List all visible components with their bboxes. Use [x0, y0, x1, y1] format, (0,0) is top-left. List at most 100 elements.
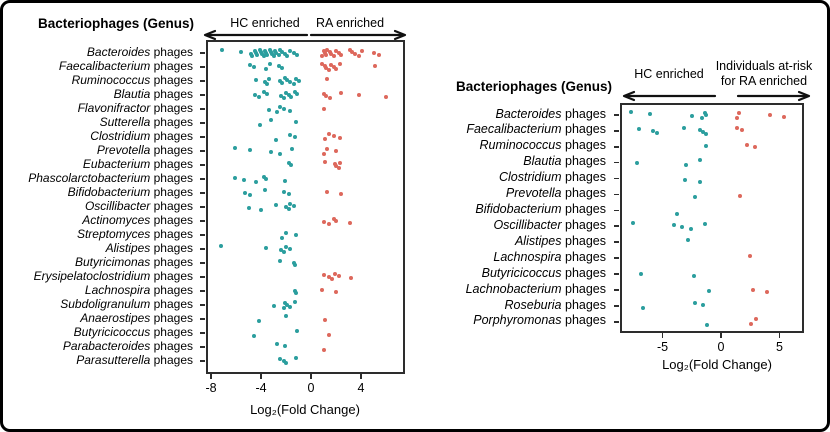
data-point-hc [265, 92, 270, 96]
data-point-hc [282, 76, 287, 80]
data-point-hc [697, 127, 702, 132]
y-axis-label: Parasutterella phages [76, 353, 193, 367]
hc-enriched-arrowhead-icon [203, 29, 217, 41]
y-axis-tick [200, 262, 205, 264]
data-point-ra [735, 116, 740, 120]
genus-name: Clostridium [90, 129, 151, 143]
genus-name: Prevotella [505, 186, 562, 201]
data-point-hc [285, 54, 290, 58]
data-point-ra [332, 272, 337, 276]
y-axis-tick [614, 129, 619, 132]
data-point-hc [654, 130, 659, 135]
data-point-hc [628, 110, 633, 114]
y-axis-label: Sutterella phages [99, 115, 193, 129]
y-axis-label: Clostridium phages [499, 170, 606, 185]
data-point-hc [686, 238, 691, 243]
data-point-hc [271, 304, 276, 308]
genus-name: Butyricimonas [74, 255, 151, 269]
data-point-hc [703, 113, 708, 117]
data-point-ra [347, 221, 352, 225]
data-point-hc [250, 54, 255, 58]
right-direction-arrows [622, 90, 811, 102]
data-point-ra [324, 53, 328, 57]
hc-enriched-arrowhead-icon [622, 90, 636, 102]
data-point-ra [337, 62, 342, 66]
data-point-hc [281, 190, 286, 194]
data-point-hc [281, 250, 286, 254]
data-point-hc [279, 94, 283, 98]
y-axis-tick [614, 225, 619, 228]
data-point-hc [651, 128, 656, 133]
data-point-ra [321, 220, 326, 224]
data-point-ra [740, 127, 745, 132]
left-x-axis-title: Log₂(Fold Change) [250, 402, 360, 417]
data-point-hc [287, 80, 292, 84]
data-point-hc [287, 49, 292, 53]
data-point-hc [232, 176, 237, 180]
data-point-hc [219, 244, 223, 248]
data-point-ra [350, 50, 355, 54]
right-x-axis-title: Log₂(Fold Change) [662, 357, 772, 372]
data-point-hc [285, 303, 290, 307]
genus-name: Oscillibacter [84, 199, 151, 213]
genus-name: Roseburia [504, 297, 562, 312]
right-panel-title: Bacteriophages (Genus) [455, 79, 612, 94]
data-point-hc [274, 138, 278, 142]
data-point-ra [744, 142, 749, 147]
y-axis-label: Lachnospira phages [84, 283, 193, 297]
y-axis-tick [200, 66, 205, 68]
data-point-hc [295, 92, 300, 96]
y-axis-label: Faecalibacterium phages [466, 122, 606, 137]
data-point-ra [327, 96, 332, 100]
data-point-hc [281, 107, 286, 111]
data-point-hc [247, 148, 252, 152]
genus-name: Parasutterella [76, 353, 151, 367]
data-point-ra [329, 63, 333, 67]
data-point-hc [295, 329, 300, 333]
data-point-hc [291, 82, 296, 86]
y-axis-tick [200, 346, 205, 348]
x-axis-tick-label: -4 [255, 381, 267, 395]
data-point-ra [321, 273, 326, 277]
genus-name: Subdoligranulum [60, 297, 151, 311]
data-point-hc [280, 66, 285, 70]
data-point-ra [334, 49, 338, 53]
data-point-ra [326, 333, 331, 337]
x-axis-tick-label: 4 [357, 381, 365, 395]
data-point-hc [286, 192, 291, 196]
data-point-hc [261, 90, 266, 94]
y-axis-label: Blautia phages [113, 87, 193, 101]
y-axis-label: Prevotella phages [96, 143, 193, 157]
data-point-hc [280, 50, 285, 54]
x-axis-tick [778, 333, 781, 338]
y-axis-label: Porphyromonas phages [473, 313, 606, 328]
ra-enriched-arrowhead-icon [393, 29, 407, 41]
data-point-hc [697, 179, 702, 184]
genus-name: Faecalibacterium [466, 122, 562, 137]
genus-name: Faecalibacterium [58, 59, 151, 73]
data-point-hc [256, 319, 261, 323]
y-axis-tick [200, 220, 205, 222]
y-axis-label: Butyricicoccus phages [73, 325, 193, 339]
data-point-hc [284, 314, 288, 318]
genus-name: Bifidobacterium [475, 202, 562, 217]
data-point-ra [331, 217, 336, 221]
data-point-hc [700, 116, 705, 120]
data-point-hc [277, 357, 282, 361]
data-point-hc [292, 263, 297, 267]
data-point-ra [376, 53, 381, 57]
data-point-hc [254, 78, 258, 82]
data-point-hc [274, 51, 278, 55]
data-point-hc [271, 54, 276, 58]
data-point-ra [321, 92, 326, 96]
data-point-hc [286, 161, 291, 165]
y-axis-label: Eubacterium phages [82, 157, 193, 171]
data-point-hc [683, 162, 688, 167]
data-point-ra [782, 115, 787, 119]
data-point-hc [292, 135, 297, 139]
data-point-hc [284, 205, 288, 209]
data-point-hc [284, 91, 288, 95]
data-point-hc [672, 223, 677, 228]
data-point-ra [736, 111, 741, 115]
